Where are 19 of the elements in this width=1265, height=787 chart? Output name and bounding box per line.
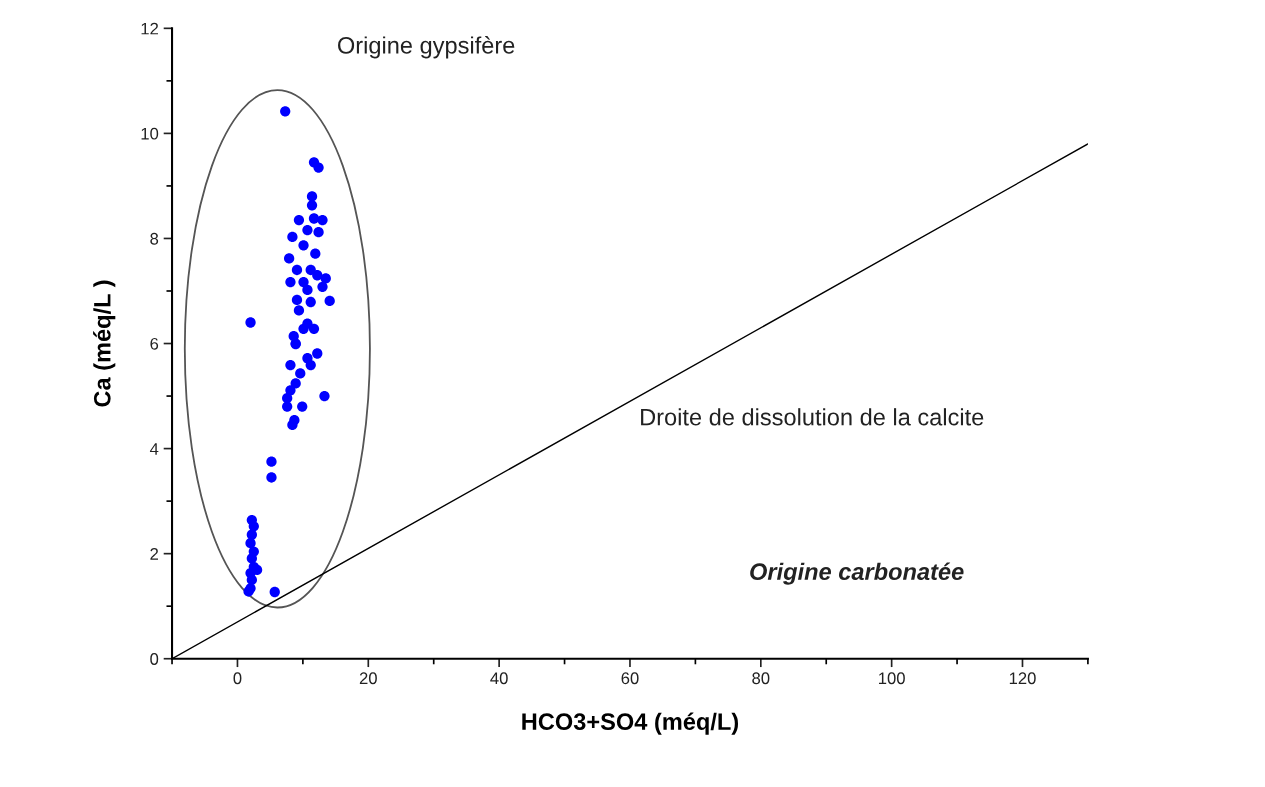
y-tick-label: 10 bbox=[141, 127, 159, 140]
annotation: Droite de dissolution de la calcite bbox=[641, 408, 984, 426]
x-tick-label: 20 bbox=[359, 672, 377, 685]
x-tick-label: 60 bbox=[621, 672, 639, 685]
y-tick-label: 2 bbox=[150, 548, 159, 560]
y-tick-label: 0 bbox=[150, 653, 159, 665]
x-tick-label: 0 bbox=[233, 672, 242, 685]
x-tick-label: 40 bbox=[490, 672, 508, 685]
annotation: Origine gypsifère bbox=[338, 36, 515, 59]
x-tick-label: 120 bbox=[1009, 672, 1036, 685]
annotation: Origine carbonatée bbox=[750, 562, 964, 585]
x-tick-label: 80 bbox=[752, 672, 770, 685]
y-tick-label: 4 bbox=[149, 443, 159, 455]
y-tick-label: 6 bbox=[150, 337, 159, 350]
y-tick-label: 12 bbox=[141, 22, 159, 35]
y-tick-label: 8 bbox=[150, 232, 159, 245]
x-tick-label: 100 bbox=[879, 672, 905, 685]
x-axis-title: HCO3+SO4 (méq/L) bbox=[522, 712, 739, 735]
y-axis-title: Ca (méq/L ) bbox=[93, 280, 116, 407]
